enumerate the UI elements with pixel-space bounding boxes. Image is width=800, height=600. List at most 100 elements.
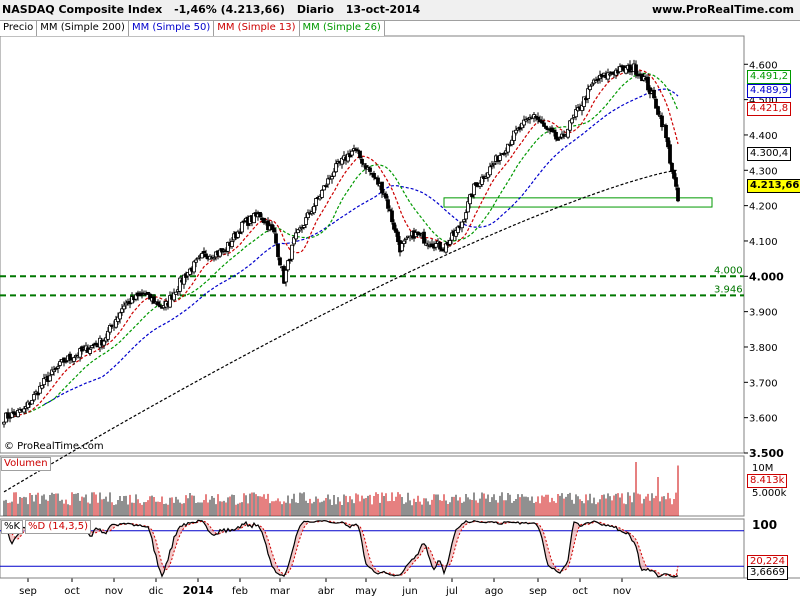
candle-body — [332, 171, 336, 177]
candle-body — [334, 163, 338, 173]
candle-body — [362, 163, 366, 166]
candle-body — [306, 212, 310, 218]
candle-body — [290, 244, 294, 260]
candle-body — [674, 177, 678, 187]
candle-body — [392, 222, 396, 230]
volume-tag-mid: 5.000k — [750, 488, 789, 500]
candle-body — [386, 199, 390, 209]
candle-body — [94, 342, 98, 346]
candle-body — [168, 295, 172, 308]
change-value: -1,46% (4.213,66) — [174, 3, 285, 16]
candles — [2, 59, 680, 428]
candle-body — [194, 259, 198, 263]
candle-body — [192, 261, 196, 273]
tag-ma26: 4.491,2 — [747, 70, 792, 84]
candle-body — [594, 80, 598, 83]
candle-body — [236, 231, 240, 238]
y-tick-label: 3.700 — [749, 378, 778, 389]
candle-body — [146, 291, 150, 294]
y-tick-label: 3.900 — [749, 308, 778, 319]
tag-ma50: 4.489,9 — [747, 84, 792, 98]
legend-ma50[interactable]: MM (Simple 50) — [128, 21, 215, 36]
x-tick-label: 2014 — [183, 584, 214, 597]
candle-body — [676, 187, 680, 202]
candle-body — [566, 128, 570, 138]
candle-body — [294, 232, 298, 240]
candle-body — [284, 269, 288, 283]
x-tick-label: nov — [105, 586, 123, 597]
support-line-label: 4.000 — [714, 265, 743, 276]
support-line-label: 3.946 — [714, 284, 743, 295]
candle-body — [404, 237, 408, 240]
candle-body — [390, 210, 394, 223]
candle-body — [656, 106, 660, 115]
candle-body — [492, 162, 496, 165]
x-tick-label: sep — [19, 586, 37, 597]
candle-body — [242, 220, 246, 223]
candle-body — [512, 130, 516, 141]
candle-body — [552, 129, 556, 133]
candle-body — [202, 250, 206, 254]
candle-body — [122, 305, 126, 310]
y-tick-label: 4.100 — [749, 237, 778, 248]
candle-body — [52, 369, 56, 373]
candle-body — [464, 212, 468, 220]
tag-last-price: 4.213,66 — [747, 179, 800, 193]
candle-body — [90, 345, 94, 348]
candle-body — [588, 85, 592, 90]
y-tick-label: 4.000 — [749, 270, 784, 283]
candle-body — [568, 120, 572, 131]
candle-body — [652, 89, 656, 99]
candle-body — [124, 302, 128, 306]
candle-body — [38, 385, 42, 394]
legend-ma13[interactable]: MM (Simple 13) — [214, 21, 300, 36]
legend-price[interactable]: Precio — [0, 21, 38, 36]
site-url[interactable]: www.ProRealTime.com — [651, 3, 794, 16]
candle-body — [634, 64, 638, 75]
tag-ma200: 4.300,4 — [747, 147, 792, 161]
copyright-text: © ProRealTime.com — [4, 441, 104, 452]
candle-body — [544, 125, 548, 129]
date-label: 13-oct-2014 — [345, 3, 421, 16]
candle-body — [472, 183, 476, 196]
x-tick-label: nov — [613, 586, 631, 597]
candle-body — [40, 385, 44, 389]
x-tick-label: oct — [572, 586, 588, 597]
candle-body — [22, 408, 26, 413]
legend-ma26[interactable]: MM (Simple 26) — [299, 21, 385, 36]
volume-panel-label: Volumen — [1, 457, 51, 471]
candle-body — [262, 217, 266, 224]
candle-body — [554, 131, 558, 140]
candle-body — [358, 150, 362, 159]
stoch-tag-k: 3,6669 — [747, 566, 788, 580]
candle-body — [618, 66, 622, 73]
candle-body — [448, 240, 452, 245]
candle-body — [274, 233, 278, 244]
x-tick-label: dic — [149, 586, 164, 597]
candle-body — [64, 360, 68, 363]
candle-body — [172, 292, 176, 301]
candle-body — [388, 209, 392, 212]
candle-body — [450, 232, 454, 241]
candle-body — [462, 219, 466, 222]
candle-body — [438, 241, 442, 250]
candle-body — [646, 76, 650, 91]
candle-body — [350, 150, 354, 156]
candle-body — [158, 304, 162, 308]
x-tick-label: abr — [318, 586, 335, 597]
candle-body — [668, 144, 672, 164]
x-tick-label: sep — [529, 586, 547, 597]
candle-body — [314, 198, 318, 207]
candle-body — [522, 119, 526, 126]
support-zone — [443, 197, 713, 208]
candle-body — [586, 88, 590, 100]
candle-body — [62, 357, 66, 363]
legend-ma200[interactable]: MM (Simple 200) — [37, 21, 129, 36]
candle-body — [278, 257, 282, 266]
candle-body — [230, 241, 234, 247]
y-tick-label: 3.600 — [749, 414, 778, 425]
candle-body — [152, 296, 156, 304]
candle-body — [252, 213, 256, 224]
candle-body — [402, 240, 406, 244]
